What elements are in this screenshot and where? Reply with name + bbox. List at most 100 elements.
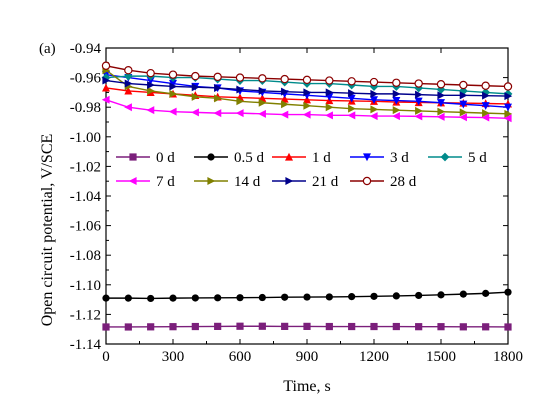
data-point-3	[370, 96, 378, 104]
data-point-7	[102, 76, 111, 85]
data-point-8	[258, 74, 267, 83]
legend-label: 21 d	[312, 174, 339, 190]
data-point-0	[281, 322, 289, 330]
data-point-8	[459, 80, 468, 90]
legend-label: 1 d	[312, 150, 331, 166]
x-axis-label: Time, s	[283, 378, 330, 395]
x-tick-label: 600	[229, 349, 252, 365]
y-tick-label: -1.14	[70, 337, 102, 353]
data-point-7	[504, 92, 513, 101]
legend-label: 3 d	[390, 150, 409, 166]
data-point-2	[102, 83, 110, 92]
data-point-0	[258, 322, 266, 330]
data-point-5	[369, 112, 378, 121]
x-tick-label: 300	[162, 349, 185, 365]
y-tick-label: -1.08	[70, 248, 101, 264]
data-point-7	[370, 89, 379, 98]
data-point-1	[258, 293, 266, 302]
data-point-0	[169, 323, 177, 331]
legend-marker	[129, 153, 137, 161]
data-point-8	[325, 76, 334, 85]
data-point-0	[236, 322, 244, 330]
legend-label: 7 d	[156, 174, 175, 190]
data-point-5	[347, 111, 356, 120]
data-point-7	[348, 89, 356, 98]
data-point-0	[459, 323, 467, 331]
y-axis-label: Open circuit potential, V/SCE	[39, 134, 56, 327]
data-point-8	[347, 77, 356, 86]
data-point-7	[303, 88, 312, 97]
data-point-6	[169, 89, 178, 98]
legend-label: 5 d	[468, 150, 487, 166]
data-point-8	[191, 71, 200, 81]
x-tick-label: 1200	[359, 349, 389, 365]
panel-label: (a)	[39, 41, 56, 57]
data-point-3	[504, 103, 512, 112]
legend-label: 0 d	[156, 150, 175, 166]
data-point-4	[123, 71, 133, 81]
data-point-1	[437, 291, 445, 299]
y-tick-label: -1.02	[70, 159, 101, 175]
data-point-1	[169, 294, 177, 302]
data-point-1	[147, 294, 155, 303]
legend-marker	[128, 177, 137, 185]
data-point-3	[392, 96, 401, 105]
data-point-7	[325, 88, 334, 97]
data-point-1	[370, 292, 378, 300]
x-tick-label: 1800	[493, 349, 523, 365]
data-point-5	[258, 109, 266, 118]
data-point-6	[504, 109, 513, 118]
data-point-6	[281, 100, 289, 109]
data-point-4	[369, 82, 379, 91]
data-point-5	[146, 106, 155, 115]
data-point-8	[168, 70, 178, 79]
data-point-0	[102, 323, 110, 331]
x-tick-label: 1500	[426, 349, 456, 365]
data-point-0	[325, 322, 333, 331]
data-point-6	[303, 101, 312, 110]
data-point-7	[169, 82, 178, 91]
data-point-0	[303, 322, 311, 330]
y-tick-label: -0.96	[70, 71, 102, 87]
data-point-0	[214, 322, 222, 330]
data-point-3	[169, 79, 177, 88]
data-point-1	[504, 288, 512, 296]
data-point-5	[168, 107, 177, 116]
data-point-0	[348, 322, 356, 331]
data-point-7	[415, 90, 423, 99]
data-point-5	[481, 113, 490, 122]
data-point-1	[348, 293, 356, 301]
data-point-4	[436, 85, 446, 94]
data-point-8	[280, 74, 289, 84]
data-point-7	[191, 83, 200, 92]
data-point-5	[302, 110, 311, 119]
data-point-5	[414, 112, 423, 121]
data-point-0	[504, 323, 512, 331]
y-tick-label: -1.10	[70, 278, 101, 294]
data-point-1	[191, 294, 199, 302]
data-point-7	[258, 86, 267, 95]
data-point-1	[325, 293, 333, 301]
data-point-6	[258, 98, 267, 107]
data-point-5	[503, 114, 512, 123]
data-point-3	[437, 99, 445, 107]
data-point-0	[482, 323, 490, 331]
data-point-1	[303, 293, 311, 301]
data-point-3	[146, 76, 155, 85]
data-point-8	[503, 82, 513, 91]
data-point-6	[325, 103, 334, 112]
y-tick-label: -1.06	[70, 219, 102, 235]
data-point-8	[414, 79, 423, 88]
legend-marker	[363, 153, 371, 162]
data-point-1	[281, 293, 289, 301]
data-point-5	[459, 113, 467, 122]
data-point-7	[147, 81, 155, 89]
data-point-7	[236, 85, 245, 94]
data-point-8	[124, 65, 133, 75]
legend-marker	[207, 153, 215, 161]
legend-label: 28 d	[390, 174, 417, 190]
data-point-6	[370, 105, 379, 114]
data-point-8	[146, 68, 155, 78]
data-point-5	[280, 110, 289, 119]
